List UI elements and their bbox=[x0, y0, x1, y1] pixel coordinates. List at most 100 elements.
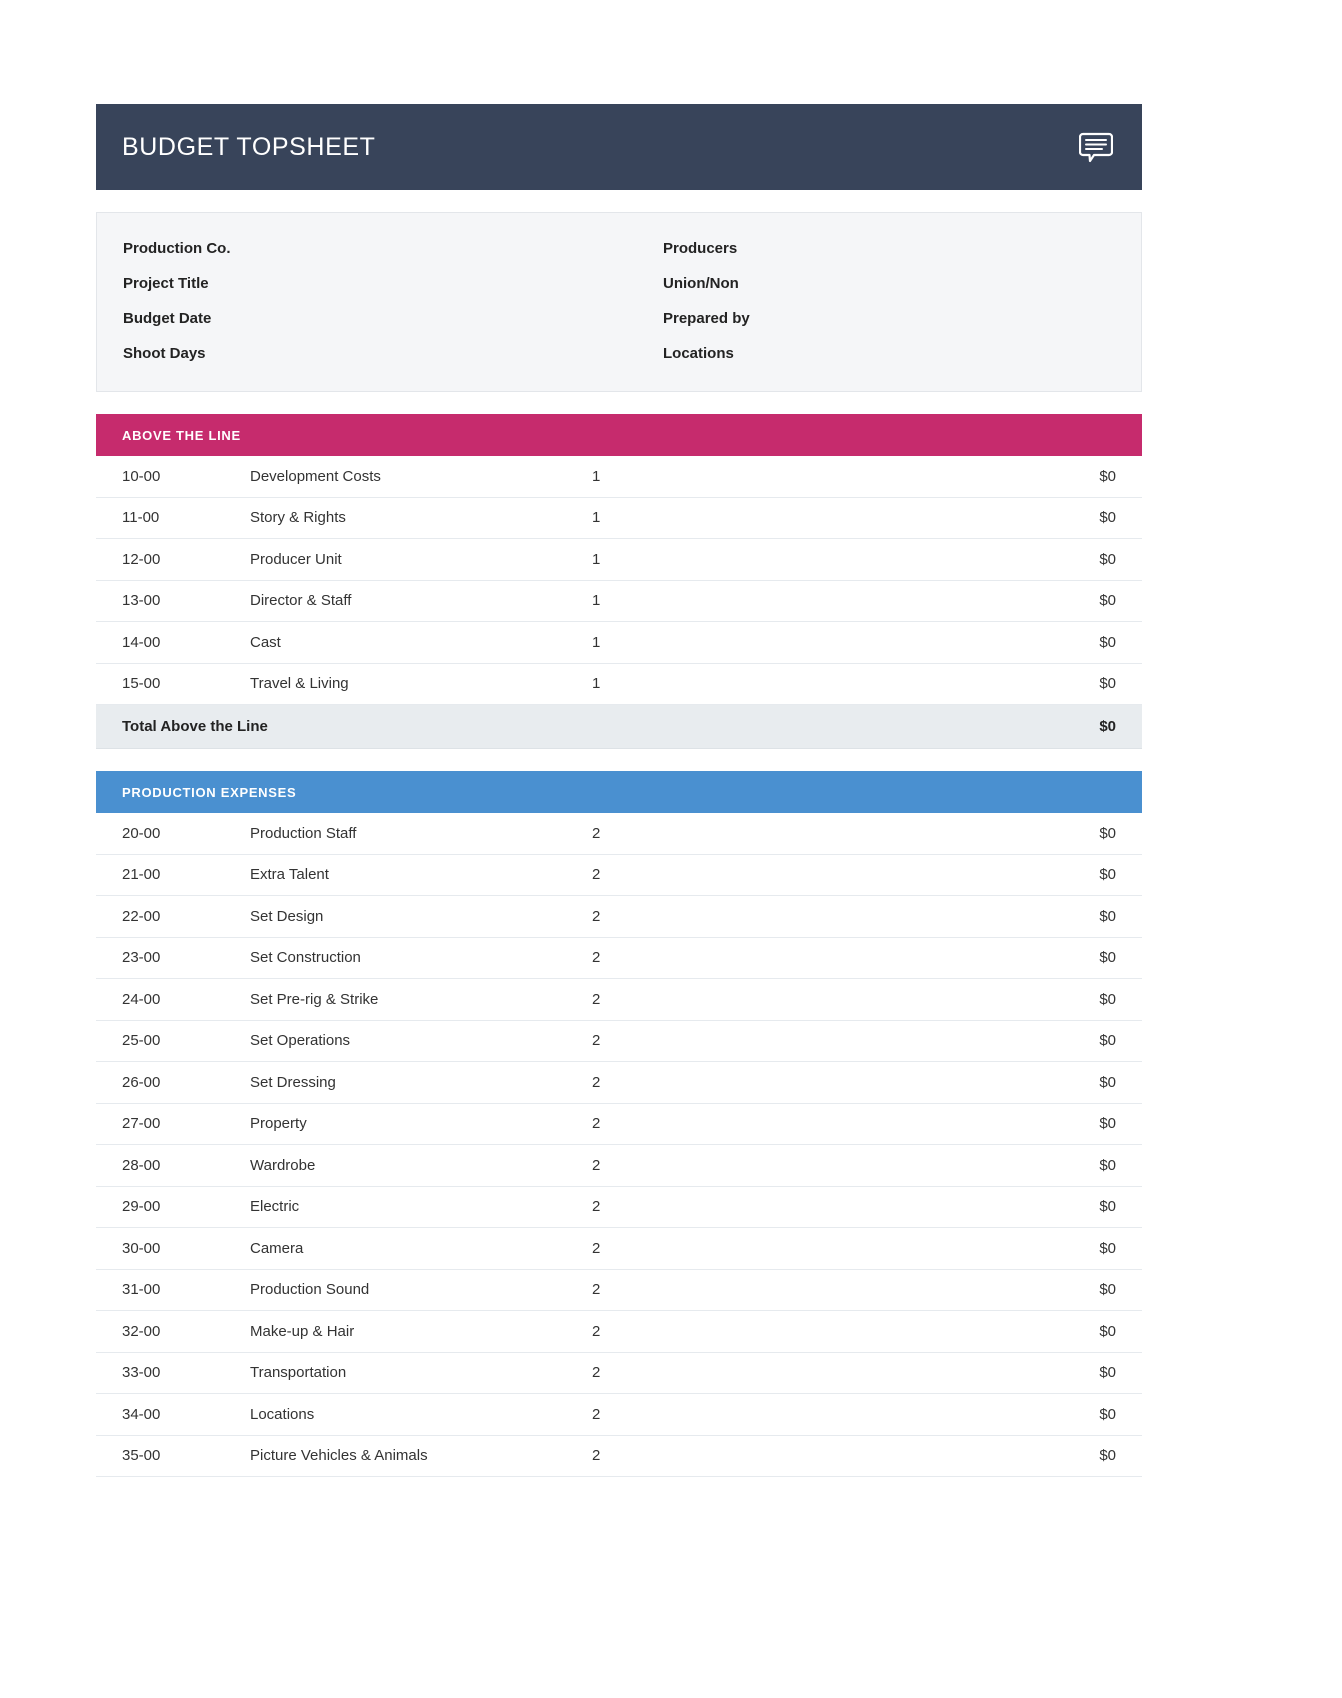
table-row[interactable]: 25-00 Set Operations 2 $0 bbox=[96, 1021, 1142, 1062]
row-account-code: 21-00 bbox=[122, 866, 161, 884]
row-account-code: 22-00 bbox=[122, 907, 161, 925]
row-description: Electric bbox=[250, 1198, 300, 1216]
table-row[interactable]: 23-00 Set Construction 2 $0 bbox=[96, 938, 1142, 979]
section-header-0: ABOVE THE LINE bbox=[96, 414, 1142, 456]
row-account-code: 29-00 bbox=[122, 1198, 161, 1216]
row-account-code: 27-00 bbox=[122, 1115, 161, 1133]
row-amount: $0 bbox=[1099, 509, 1116, 527]
row-quantity: 2 bbox=[592, 1115, 601, 1133]
info-column-right: Producers Union/Non Prepared by Location… bbox=[619, 231, 1141, 371]
row-quantity: 2 bbox=[592, 1239, 601, 1257]
row-amount: $0 bbox=[1099, 1198, 1116, 1216]
row-description: Producer Unit bbox=[250, 550, 342, 568]
row-account-code: 33-00 bbox=[122, 1364, 161, 1382]
row-description: Development Costs bbox=[250, 467, 381, 485]
table-row[interactable]: 21-00 Extra Talent 2 $0 bbox=[96, 855, 1142, 896]
row-account-code: 35-00 bbox=[122, 1447, 161, 1465]
info-label-project-title: Project Title bbox=[123, 275, 209, 292]
info-column-left: Production Co. Project Title Budget Date… bbox=[97, 231, 619, 371]
table-row[interactable]: 13-00 Director & Staff 1 $0 bbox=[96, 581, 1142, 622]
row-amount: $0 bbox=[1099, 907, 1116, 925]
budget-topsheet: BUDGET TOPSHEET Production Co. Project T… bbox=[96, 104, 1142, 1477]
row-amount: $0 bbox=[1099, 824, 1116, 842]
section-rows-0: 10-00 Development Costs 1 $0 11-00 Story & Ri… bbox=[96, 456, 1142, 705]
row-account-code: 25-00 bbox=[122, 1032, 161, 1050]
row-quantity: 2 bbox=[592, 866, 601, 884]
table-row[interactable]: 33-00 Transportation 2 $0 bbox=[96, 1353, 1142, 1394]
table-row[interactable]: 20-00 Production Staff 2 $0 bbox=[96, 813, 1142, 855]
table-row[interactable]: 28-00 Wardrobe 2 $0 bbox=[96, 1145, 1142, 1187]
row-amount: $0 bbox=[1099, 1322, 1116, 1340]
table-row[interactable]: 22-00 Set Design 2 $0 bbox=[96, 896, 1142, 938]
row-account-code: 28-00 bbox=[122, 1156, 161, 1174]
section-header-1: PRODUCTION EXPENSES bbox=[96, 771, 1142, 813]
row-quantity: 2 bbox=[592, 1447, 601, 1465]
section-total-amount: $0 bbox=[1099, 718, 1116, 735]
row-description: Set Operations bbox=[250, 1032, 351, 1050]
info-label-locations: Locations bbox=[663, 345, 734, 362]
table-row[interactable]: 10-00 Development Costs 1 $0 bbox=[96, 456, 1142, 498]
row-quantity: 2 bbox=[592, 1032, 601, 1050]
row-account-code: 14-00 bbox=[122, 633, 161, 651]
table-row[interactable]: 32-00 Make-up & Hair 2 $0 bbox=[96, 1311, 1142, 1353]
section-total-label: Total Above the Line bbox=[122, 718, 268, 735]
table-row[interactable]: 12-00 Producer Unit 1 $0 bbox=[96, 539, 1142, 581]
row-account-code: 31-00 bbox=[122, 1281, 161, 1299]
table-row[interactable]: 26-00 Set Dressing 2 $0 bbox=[96, 1062, 1142, 1104]
info-label-prepared-by: Prepared by bbox=[663, 310, 750, 327]
row-account-code: 34-00 bbox=[122, 1405, 161, 1423]
row-description: Set Construction bbox=[250, 949, 361, 967]
row-quantity: 2 bbox=[592, 990, 601, 1008]
row-quantity: 1 bbox=[592, 550, 601, 568]
page-title: BUDGET TOPSHEET bbox=[122, 132, 376, 161]
row-account-code: 10-00 bbox=[122, 467, 161, 485]
row-amount: $0 bbox=[1099, 1032, 1116, 1050]
info-label-shoot-days: Shoot Days bbox=[123, 345, 206, 362]
row-amount: $0 bbox=[1099, 1156, 1116, 1174]
table-row[interactable]: 15-00 Travel & Living 1 $0 bbox=[96, 664, 1142, 705]
row-description: Transportation bbox=[250, 1364, 347, 1382]
row-amount: $0 bbox=[1099, 467, 1116, 485]
row-quantity: 2 bbox=[592, 949, 601, 967]
table-row[interactable]: 24-00 Set Pre-rig & Strike 2 $0 bbox=[96, 979, 1142, 1021]
row-description: Wardrobe bbox=[250, 1156, 316, 1174]
row-amount: $0 bbox=[1099, 990, 1116, 1008]
row-quantity: 2 bbox=[592, 1322, 601, 1340]
table-row[interactable]: 27-00 Property 2 $0 bbox=[96, 1104, 1142, 1145]
comment-bubble-icon[interactable] bbox=[1076, 127, 1116, 167]
row-amount: $0 bbox=[1099, 592, 1116, 610]
row-description: Story & Rights bbox=[250, 509, 346, 527]
row-description: Set Design bbox=[250, 907, 324, 925]
section-total-row: Total Above the Line $0 bbox=[96, 705, 1142, 749]
row-quantity: 1 bbox=[592, 633, 601, 651]
row-amount: $0 bbox=[1099, 633, 1116, 651]
row-quantity: 2 bbox=[592, 824, 601, 842]
row-quantity: 2 bbox=[592, 1073, 601, 1091]
row-account-code: 24-00 bbox=[122, 990, 161, 1008]
table-row[interactable]: 34-00 Locations 2 $0 bbox=[96, 1394, 1142, 1436]
row-description: Camera bbox=[250, 1239, 304, 1257]
row-amount: $0 bbox=[1099, 1405, 1116, 1423]
row-description: Travel & Living bbox=[250, 675, 349, 693]
info-label-union-non: Union/Non bbox=[663, 275, 739, 292]
row-amount: $0 bbox=[1099, 1281, 1116, 1299]
row-amount: $0 bbox=[1099, 1364, 1116, 1382]
row-description: Set Dressing bbox=[250, 1073, 336, 1091]
table-row[interactable]: 14-00 Cast 1 $0 bbox=[96, 622, 1142, 664]
table-row[interactable]: 31-00 Production Sound 2 $0 bbox=[96, 1270, 1142, 1311]
section-title: ABOVE THE LINE bbox=[122, 427, 241, 443]
row-quantity: 1 bbox=[592, 467, 601, 485]
table-row[interactable]: 30-00 Camera 2 $0 bbox=[96, 1228, 1142, 1270]
row-account-code: 15-00 bbox=[122, 675, 161, 693]
row-account-code: 32-00 bbox=[122, 1322, 161, 1340]
row-amount: $0 bbox=[1099, 675, 1116, 693]
table-row[interactable]: 11-00 Story & Rights 1 $0 bbox=[96, 498, 1142, 539]
row-amount: $0 bbox=[1099, 1073, 1116, 1091]
row-account-code: 13-00 bbox=[122, 592, 161, 610]
info-label-production-co: Production Co. bbox=[123, 240, 231, 257]
row-quantity: 2 bbox=[592, 907, 601, 925]
table-row[interactable]: 35-00 Picture Vehicles & Animals 2 $0 bbox=[96, 1436, 1142, 1477]
row-account-code: 12-00 bbox=[122, 550, 161, 568]
table-row[interactable]: 29-00 Electric 2 $0 bbox=[96, 1187, 1142, 1228]
